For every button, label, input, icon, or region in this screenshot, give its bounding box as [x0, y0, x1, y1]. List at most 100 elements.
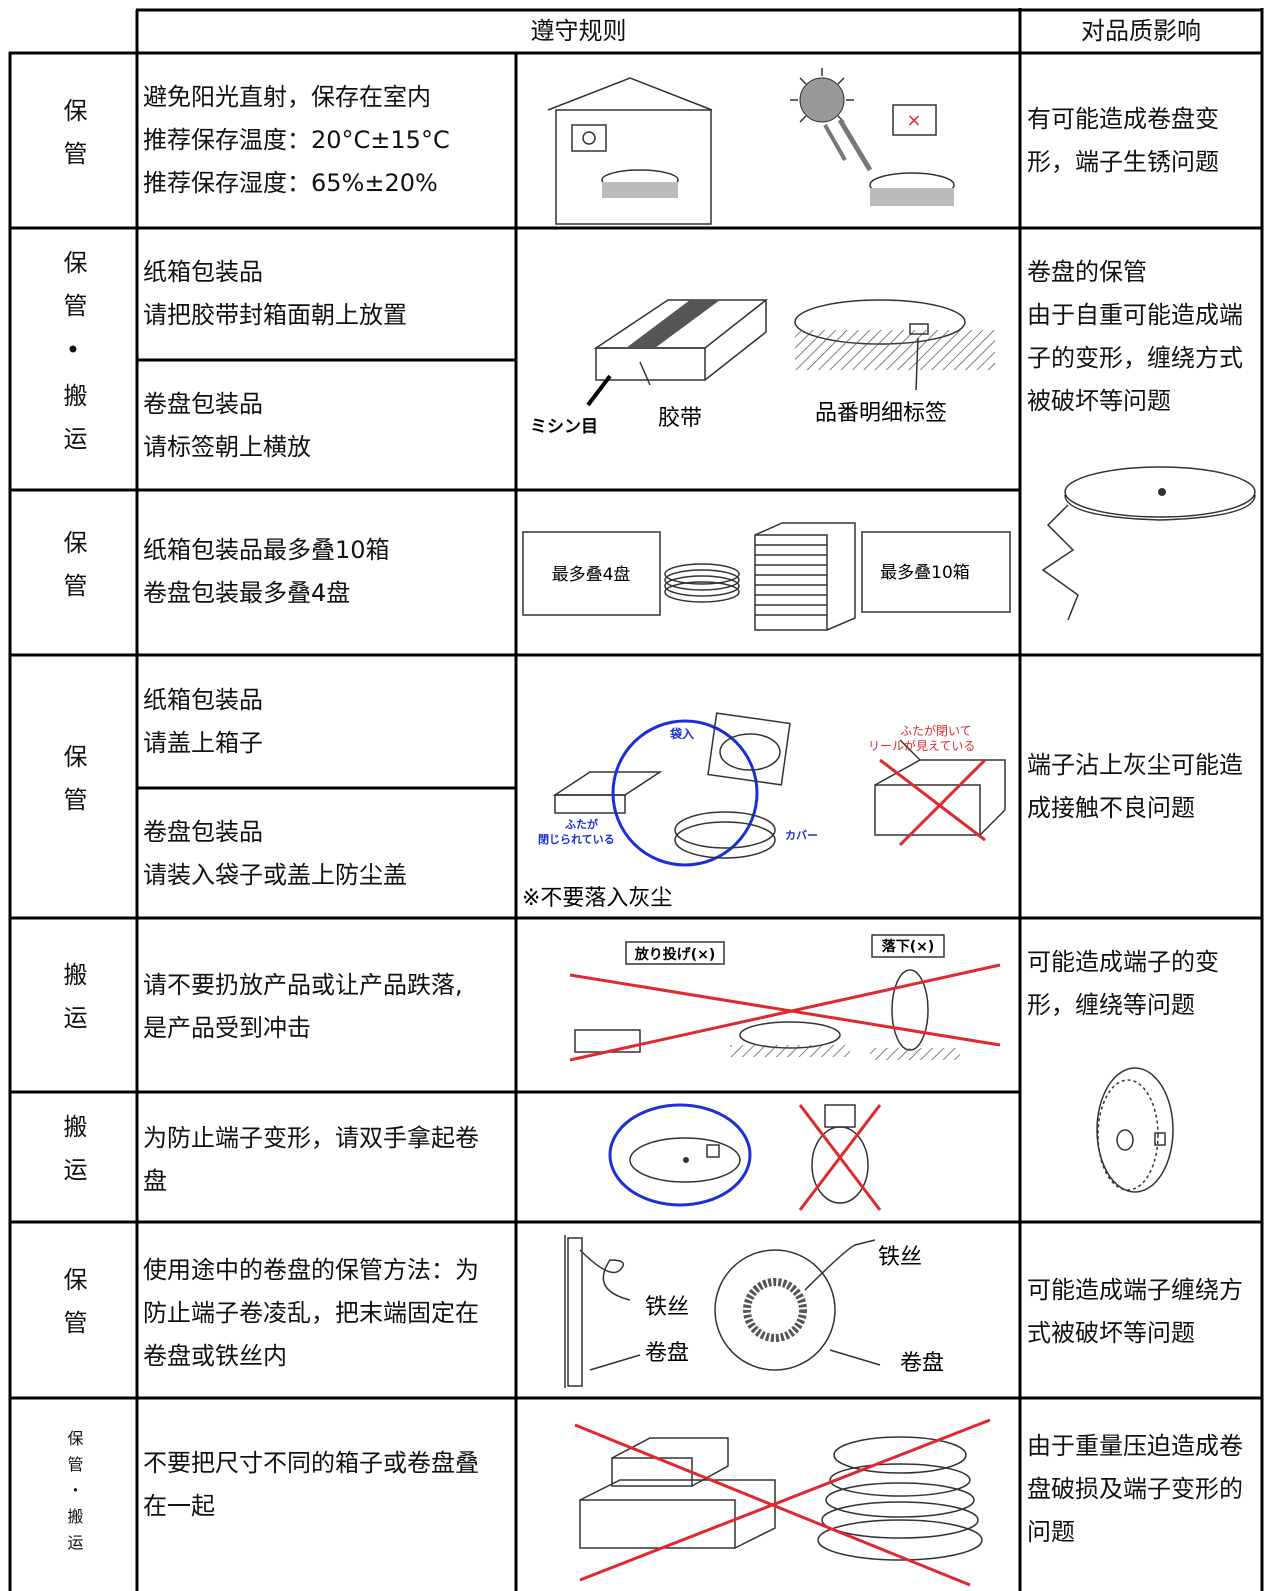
figure-label: 卷盘 — [900, 1351, 944, 1376]
category: 保管 — [10, 490, 137, 655]
text-line: 请把胶带封箱面朝上放置 — [143, 301, 407, 329]
wire-illustration: 铁丝 卷盘 铁丝 卷盘 — [564, 1235, 944, 1388]
figure-label: 閉じられている — [538, 833, 615, 846]
figure-label: 胶带 — [658, 406, 702, 431]
text-line: 纸箱包装品 — [143, 258, 263, 286]
text-line: 为防止端子变形，请双手拿起卷 — [143, 1124, 479, 1152]
text-line: 请不要扔放产品或让产品跌落, — [143, 971, 463, 999]
text-line: 子的变形，缠绕方式 — [1027, 344, 1243, 372]
text-line: 由于自重可能造成端 — [1027, 301, 1243, 329]
reel-illustration — [1041, 466, 1256, 1193]
svg-text:×: × — [906, 110, 921, 131]
table-grid — [8, 8, 1264, 1591]
figure-label: 最多叠10箱 — [880, 563, 970, 583]
text-line: 可能造成端子缠绕方 — [1027, 1276, 1243, 1304]
text-line: 卷盘包装品 — [143, 390, 263, 418]
category-label: 保管•搬运 — [59, 249, 87, 469]
text-line: 被破坏等问题 — [1027, 387, 1171, 415]
storage-illustration: × — [547, 68, 955, 225]
text-line: 有可能造成卷盘变 — [1027, 105, 1219, 133]
text-line: 盘破损及端子变形的 — [1027, 1475, 1243, 1503]
text-line: 是产品受到冲击 — [143, 1014, 311, 1042]
category: 保管・搬运 — [10, 1398, 137, 1591]
figure-label: 放り投げ(×) — [634, 946, 716, 963]
category-label: 保管 — [59, 97, 87, 184]
text-line: 盘 — [143, 1167, 167, 1195]
text-line: 请盖上箱子 — [143, 729, 263, 757]
figure-label: ふたが — [565, 817, 598, 831]
text-line: 卷盘包装品 — [143, 818, 263, 846]
figure-label: リールが見えている — [868, 738, 975, 753]
text-line: 使用途中的卷盘的保管方法：为 — [143, 1256, 479, 1284]
category: 保管 — [10, 1222, 137, 1398]
text-line: 防止端子卷凌乱，把末端固定在 — [143, 1299, 479, 1327]
figure-label: 铁丝 — [645, 1295, 689, 1320]
header-rules: 遵守规则 — [530, 17, 627, 45]
text-line: 推荐保存温度：20°C±15°C — [143, 126, 450, 154]
header-impact: 对品质影响 — [1081, 17, 1201, 45]
text-line: 由于重量压迫造成卷 — [1027, 1432, 1243, 1460]
text-line: 端子沾上灰尘可能造 — [1027, 751, 1243, 779]
figure-label: ふたが閉いて — [900, 723, 972, 738]
orientation-illustration: ミシン目 胶带 品番明细标签 — [530, 299, 995, 437]
impact-text: 有可能造成卷盘变 形，端子生锈问题 — [1027, 98, 1219, 184]
category-label: 保管 — [59, 529, 87, 616]
category: 保管•搬运 — [10, 228, 137, 490]
dust-illustration: 袋入 ふたが 閉じられている カバー ふたが閉いて リールが見えている ※不要落… — [522, 712, 1006, 911]
rule-text: 纸箱包装品最多叠10箱 卷盘包装最多叠4盘 — [143, 529, 390, 615]
category: 搬运 — [10, 1092, 137, 1222]
rule-text: 纸箱包装品请盖上箱子 — [143, 679, 263, 765]
text-line: 请标签朝上横放 — [143, 433, 311, 461]
category-label: 保管・搬运 — [64, 1429, 84, 1560]
stacking-illustration: 最多叠4盘 最多叠10箱 — [522, 522, 1011, 631]
rule-text: 纸箱包装品请把胶带封箱面朝上放置 — [143, 251, 407, 337]
text-line: 在一起 — [143, 1492, 215, 1520]
text-line: 卷盘或铁丝内 — [143, 1342, 287, 1370]
text-line: 不要把尺寸不同的箱子或卷盘叠 — [143, 1449, 479, 1477]
rule-text: 卷盘包装品 请装入袋子或盖上防尘盖 — [143, 811, 407, 897]
rule-text: 避免阳光直射，保存在室内 推荐保存温度：20°C±15°C 推荐保存湿度：65%±2… — [143, 76, 450, 205]
rule-text: 不要把尺寸不同的箱子或卷盘叠 在一起 — [143, 1442, 479, 1528]
impact-text: 可能造成端子缠绕方 式被破坏等问题 — [1027, 1269, 1243, 1355]
category-label: 保管 — [59, 1267, 87, 1353]
figure-label: カバー — [785, 829, 818, 842]
category-label: 搬运 — [59, 962, 87, 1048]
figure-label: ミシン目 — [530, 417, 598, 437]
text-line: 成接触不良问题 — [1027, 794, 1195, 822]
category-label: 保管 — [59, 743, 87, 830]
figure-label: 落下(×) — [882, 938, 935, 955]
text-line: 卷盘的保管 — [1027, 258, 1147, 286]
rule-text: 为防止端子变形，请双手拿起卷盘 — [143, 1117, 479, 1203]
text-line: 问题 — [1027, 1518, 1075, 1546]
category: 保管 — [10, 655, 137, 918]
text-line: 纸箱包装品 — [143, 686, 263, 714]
rule-text: 使用途中的卷盘的保管方法：为 防止端子卷凌乱，把末端固定在 卷盘或铁丝内 — [143, 1249, 479, 1378]
figure-label: ※不要落入灰尘 — [522, 886, 672, 911]
impact-text: 由于重量压迫造成卷 盘破损及端子变形的 问题 — [1027, 1425, 1243, 1554]
figure-label: 卷盘 — [645, 1341, 689, 1366]
mixed-stack-illustration — [574, 1418, 991, 1587]
text-line: 纸箱包装品最多叠10箱 — [143, 536, 390, 564]
text-line: 卷盘包装最多叠4盘 — [143, 579, 351, 607]
text-line: 形，端子生锈问题 — [1027, 148, 1219, 176]
impact-text: 卷盘的保管由于自重可能造成端 子的变形，缠绕方式 被破坏等问题 — [1027, 251, 1243, 423]
category: 保管 — [10, 53, 137, 228]
text-line: 避免阳光直射，保存在室内 — [143, 83, 431, 111]
text-line: 推荐保存湿度：65%±20% — [143, 169, 438, 197]
drop-illustration: 放り投げ(×) 落下(×) — [569, 934, 1001, 1062]
rule-text: 请不要扔放产品或让产品跌落, 是产品受到冲击 — [143, 964, 463, 1050]
impact-text: 可能造成端子的变 形，缠绕等问题 — [1027, 941, 1219, 1027]
figure-label: 品番明细标签 — [815, 401, 947, 426]
figure-label: 最多叠4盘 — [552, 565, 631, 585]
impact-text: 端子沾上灰尘可能造 成接触不良问题 — [1027, 744, 1243, 830]
handling-illustration — [608, 1103, 882, 1211]
rule-text: 卷盘包装品请标签朝上横放 — [143, 383, 311, 469]
figure-label: 铁丝 — [878, 1245, 922, 1270]
figure-label: 袋入 — [669, 726, 694, 741]
category-label: 搬运 — [59, 1114, 87, 1200]
text-line: 式被破坏等问题 — [1027, 1319, 1195, 1347]
text-line: 可能造成端子的变 — [1027, 948, 1219, 976]
text-line: 形，缠绕等问题 — [1027, 991, 1195, 1019]
